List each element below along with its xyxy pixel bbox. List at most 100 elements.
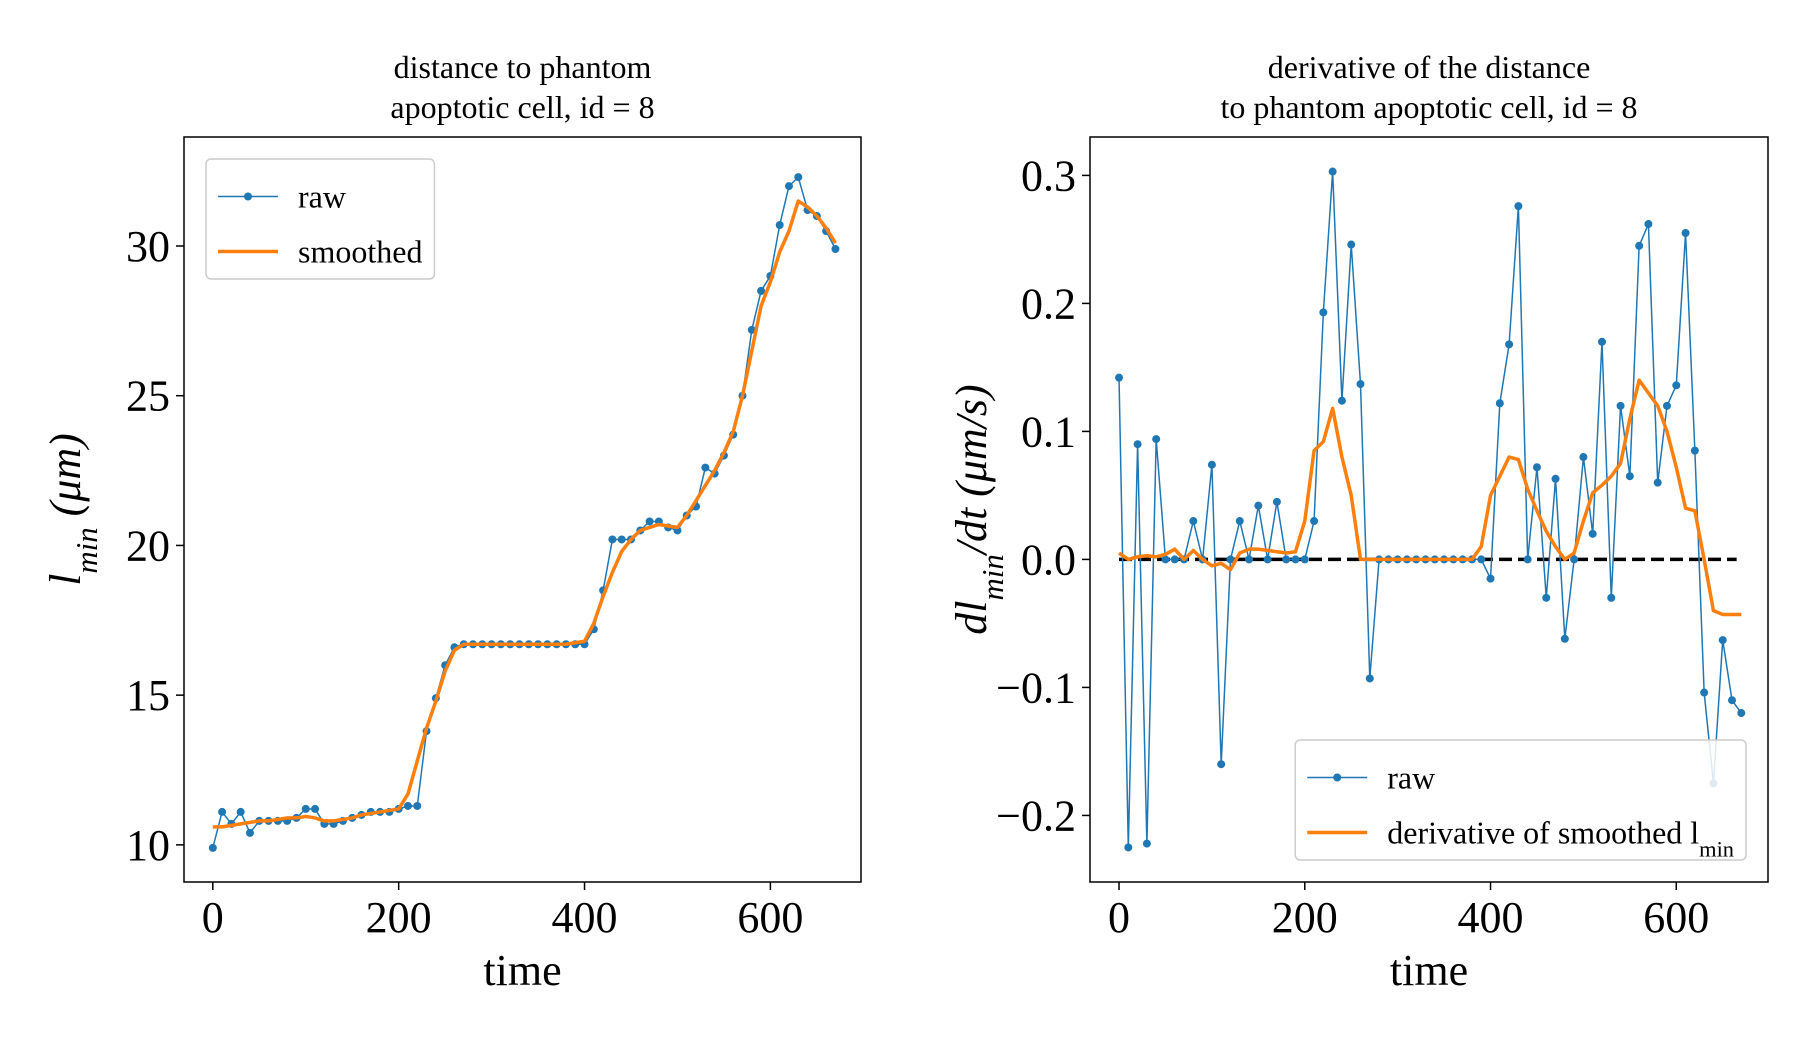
data-point — [301, 804, 310, 813]
data-point — [701, 463, 710, 472]
data-point — [245, 828, 254, 837]
data-point — [1272, 497, 1281, 506]
subscript: min — [976, 554, 1010, 600]
data-point — [1532, 463, 1541, 472]
data-point — [747, 325, 756, 334]
legend-label: derivative of smoothed lmin — [1387, 815, 1734, 862]
legend-frame — [1294, 739, 1747, 861]
legend: raw smoothed — [205, 158, 436, 280]
data-point — [1124, 843, 1133, 852]
y-tick-label: 0.2 — [1021, 279, 1076, 328]
y-axis-label: lmin (μm) — [41, 433, 104, 586]
plot-area — [208, 173, 840, 852]
data-point — [311, 804, 320, 813]
x-axis-label: time — [1390, 946, 1468, 995]
data-point — [236, 807, 245, 816]
data-point — [1291, 555, 1300, 564]
data-point — [1653, 478, 1662, 487]
legend-label: smoothed — [298, 234, 422, 270]
plot-area — [1115, 167, 1746, 852]
data-point — [1495, 399, 1504, 408]
y-tick-label: 0.1 — [1021, 407, 1076, 456]
data-point — [1551, 474, 1560, 483]
data-point — [1542, 593, 1551, 602]
chart-title: distance to phantom — [394, 49, 652, 85]
y-tick-label: 0.0 — [1021, 535, 1076, 584]
data-point — [1319, 308, 1328, 317]
data-point — [1347, 240, 1356, 249]
data-point — [1588, 529, 1597, 538]
data-point — [1672, 381, 1681, 390]
x-tick-label: 200 — [366, 893, 432, 942]
subscript: min — [70, 527, 104, 573]
axes-frame — [1089, 136, 1769, 883]
data-point — [645, 517, 654, 526]
data-point — [1189, 517, 1198, 526]
data-point — [1133, 440, 1142, 449]
data-point — [1207, 460, 1216, 469]
chart-title: apoptotic cell, id = 8 — [390, 89, 654, 125]
x-tick-label: 400 — [1458, 893, 1524, 942]
data-point — [1365, 674, 1374, 683]
data-point — [1235, 517, 1244, 526]
text-part: /dt (μm/s) — [947, 384, 996, 557]
y-tick-label: 20 — [126, 521, 170, 570]
data-point — [775, 221, 784, 230]
data-point — [1254, 501, 1263, 510]
y-tick-label: 30 — [126, 222, 170, 271]
data-point — [1681, 229, 1690, 238]
data-point — [757, 286, 766, 295]
y-tick-label: 0.3 — [1021, 151, 1076, 200]
data-point — [1560, 634, 1569, 643]
data-point — [617, 535, 626, 544]
legend-marker — [1333, 773, 1342, 782]
data-point — [1328, 167, 1337, 176]
legend-frame — [205, 158, 436, 280]
data-point — [218, 807, 227, 816]
data-point — [1579, 453, 1588, 462]
data-point — [1690, 446, 1699, 455]
data-point — [1570, 555, 1579, 564]
smoothed-line — [212, 199, 837, 829]
chart-title: to phantom apoptotic cell, id = 8 — [1220, 89, 1637, 125]
data-point — [1737, 709, 1746, 718]
legend-marker — [244, 192, 252, 201]
text-part: derivative of smoothed l — [1387, 815, 1699, 851]
y-tick-label: 15 — [126, 671, 170, 720]
data-point — [1142, 839, 1151, 848]
x-axis-label: time — [483, 946, 561, 995]
data-point — [1282, 555, 1291, 564]
data-point — [794, 173, 803, 182]
data-point — [1644, 220, 1653, 229]
data-point — [608, 535, 617, 544]
legend: raw derivative of smoothed lmin — [1294, 739, 1747, 862]
data-point — [1523, 555, 1532, 564]
y-tick-label: −0.2 — [996, 791, 1076, 840]
legend-label: raw — [1387, 760, 1435, 796]
x-tick-label: 400 — [552, 893, 618, 942]
data-point — [403, 801, 412, 810]
data-point — [1477, 555, 1486, 564]
data-point — [1635, 241, 1644, 250]
data-point — [1263, 555, 1272, 564]
axes-frame — [183, 136, 862, 883]
x-tick-label: 0 — [202, 893, 224, 942]
data-point — [1310, 517, 1319, 526]
data-point — [1486, 574, 1495, 583]
x-tick-label: 600 — [737, 893, 803, 942]
text-part: raw — [1387, 760, 1435, 796]
y-axis-label: dlmin/dt (μm/s) — [947, 384, 1010, 634]
data-point — [1700, 688, 1709, 697]
data-point — [831, 244, 840, 253]
data-point — [1718, 636, 1727, 645]
text-part: dl — [947, 600, 996, 634]
y-tick-label: 10 — [126, 821, 170, 870]
data-point — [1161, 555, 1170, 564]
legend-label: raw — [298, 179, 346, 215]
data-point — [1505, 340, 1514, 349]
x-tick-label: 200 — [1272, 893, 1338, 942]
data-point — [413, 801, 422, 810]
data-point — [1115, 373, 1124, 382]
data-point — [1662, 401, 1671, 410]
y-tick-label: 25 — [126, 372, 170, 421]
